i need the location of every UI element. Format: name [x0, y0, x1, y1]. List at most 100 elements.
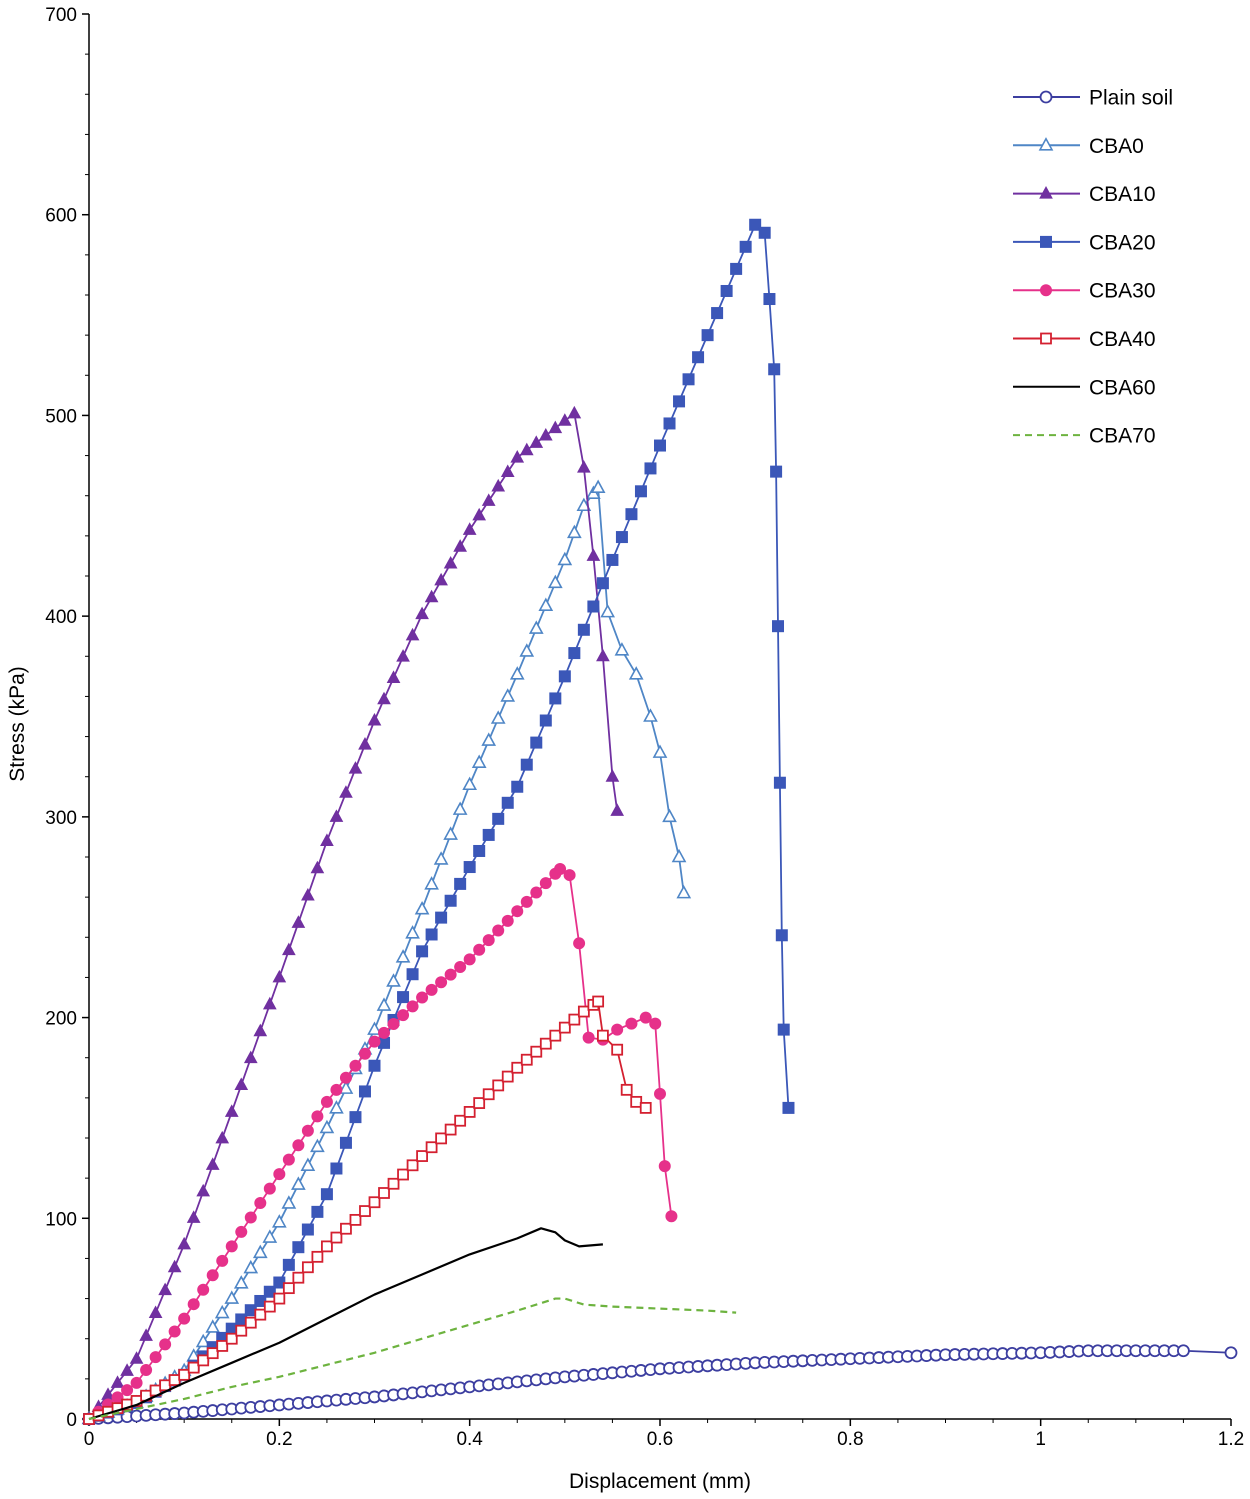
data-point — [405, 925, 420, 939]
legend-label: CBA40 — [1089, 328, 1156, 351]
data-point — [178, 1368, 191, 1381]
data-point — [187, 1298, 200, 1311]
data-point — [568, 1013, 581, 1026]
y-tick-label: 100 — [45, 1209, 77, 1230]
legend-item: CBA60 — [1013, 376, 1156, 399]
data-point — [649, 1017, 662, 1030]
data-point — [320, 1188, 333, 1201]
legend-label: CBA70 — [1089, 425, 1156, 448]
data-point — [720, 284, 733, 297]
legend-label: CBA20 — [1089, 231, 1156, 254]
y-tick-label: 400 — [45, 607, 77, 628]
data-point — [195, 1333, 211, 1348]
data-point — [368, 1059, 381, 1072]
data-point — [367, 1021, 382, 1035]
data-point — [358, 737, 372, 750]
legend-label: CBA60 — [1089, 376, 1156, 399]
data-point — [481, 732, 497, 746]
data-point — [292, 1271, 305, 1284]
data-point — [568, 647, 581, 660]
data-point — [462, 522, 477, 535]
series-line — [88, 412, 619, 1420]
data-point — [233, 1275, 249, 1289]
data-point — [129, 1351, 144, 1364]
y-tick-label: 0 — [66, 1410, 77, 1431]
data-point — [273, 1292, 286, 1305]
data-point — [368, 1035, 381, 1048]
data-point — [263, 1182, 276, 1195]
data-point — [1224, 1346, 1238, 1360]
x-tick-label: 0.8 — [837, 1429, 863, 1450]
data-point — [472, 507, 487, 521]
data-point — [444, 968, 457, 981]
data-point — [271, 1214, 287, 1228]
data-point — [605, 769, 620, 782]
series-line — [88, 1227, 603, 1421]
data-point — [435, 976, 448, 989]
y-axis-title: Stress (kPa) — [6, 666, 29, 782]
data-point — [596, 648, 610, 662]
data-point — [692, 351, 705, 364]
data-point — [415, 606, 429, 620]
data-point — [216, 1340, 229, 1352]
data-point — [611, 1043, 624, 1056]
data-point — [444, 894, 457, 907]
data-point — [492, 812, 505, 825]
data-point — [1039, 90, 1053, 104]
x-tick-label: 0.4 — [456, 1429, 483, 1450]
data-point — [673, 395, 686, 408]
data-point — [454, 877, 467, 890]
data-point — [319, 1119, 335, 1134]
data-point — [454, 960, 467, 973]
data-point — [463, 1106, 476, 1118]
data-point — [406, 1159, 419, 1172]
data-point — [654, 1087, 666, 1100]
data-point — [1038, 137, 1054, 151]
data-point — [701, 329, 714, 342]
data-point — [644, 462, 657, 475]
data-point — [196, 1183, 211, 1197]
data-point — [159, 1379, 172, 1392]
data-point — [435, 1132, 448, 1145]
legend-label: Plain soil — [1089, 87, 1173, 110]
data-point — [263, 1300, 276, 1313]
data-point — [582, 1031, 595, 1044]
data-point — [539, 714, 552, 727]
data-point — [397, 1009, 410, 1022]
data-point — [547, 574, 563, 589]
series-cba30 — [83, 863, 678, 1425]
data-point — [225, 1332, 238, 1345]
data-point — [367, 712, 382, 726]
data-point — [482, 828, 495, 841]
data-point — [349, 1111, 362, 1124]
data-point — [262, 996, 277, 1010]
data-point — [205, 1319, 221, 1333]
data-point — [538, 427, 553, 441]
data-point — [482, 1088, 495, 1101]
data-point — [339, 1071, 352, 1084]
data-point — [358, 1085, 371, 1098]
legend-label: CBA10 — [1089, 183, 1156, 206]
data-point — [120, 1363, 134, 1376]
data-point — [549, 692, 562, 705]
data-point — [291, 915, 306, 928]
data-point — [628, 666, 644, 680]
data-point — [434, 572, 448, 586]
data-point — [340, 1222, 352, 1235]
data-point — [509, 666, 525, 680]
legend-item: CBA10 — [1013, 183, 1156, 206]
data-point — [292, 1241, 305, 1254]
data-point — [197, 1354, 210, 1367]
data-point — [711, 307, 724, 320]
data-point — [167, 1259, 182, 1273]
data-point — [405, 627, 420, 641]
data-point — [348, 761, 363, 774]
data-point — [520, 895, 533, 908]
data-point — [376, 997, 392, 1011]
data-point — [563, 869, 576, 882]
data-point — [768, 363, 781, 376]
legend: Plain soil CBA0 CBA10 CBA20 CBA30 CBA40 CBA60 C… — [1013, 87, 1173, 448]
data-point — [596, 577, 609, 590]
data-point — [330, 1231, 343, 1244]
data-point — [416, 945, 429, 958]
